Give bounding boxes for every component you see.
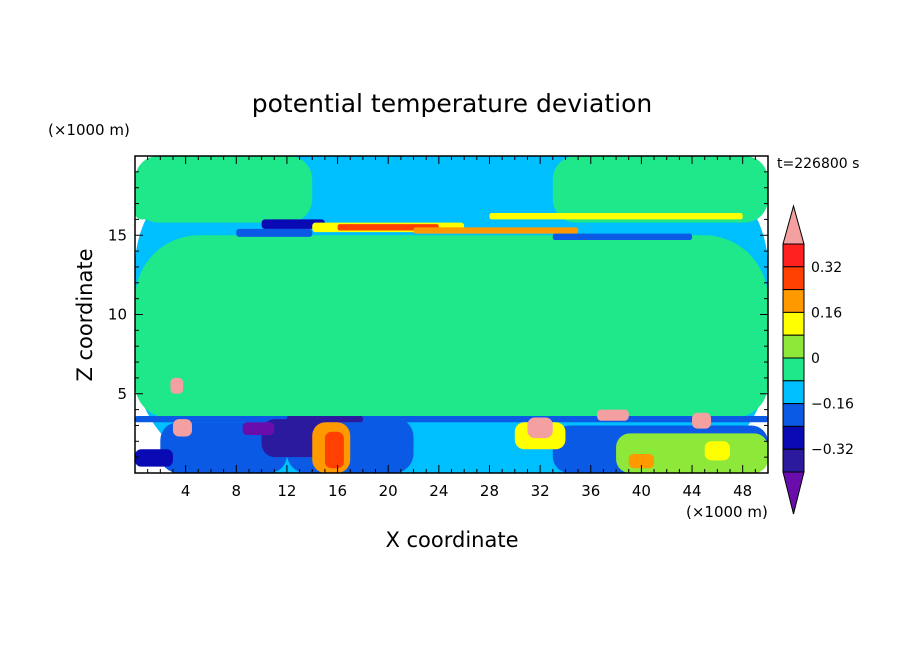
x-tick-labels: 4 8 12 16 20 24 28 32 36 40 44 48 [181, 482, 752, 500]
x-tick-label: 8 [232, 482, 242, 500]
heatmap-region [552, 156, 768, 223]
colorbar-label: 0 [811, 351, 820, 367]
x-tick-label: 44 [682, 482, 701, 500]
y-tick-label: 15 [108, 226, 127, 244]
heatmap-region [552, 233, 693, 241]
x-tick-label: 36 [581, 482, 600, 500]
heatmap-region [242, 422, 275, 435]
heatmap-region [135, 156, 313, 223]
y-tick-label: 10 [108, 306, 127, 324]
y-axis-label: Z coordinate [73, 248, 97, 381]
x-axis-label: X coordinate [385, 528, 518, 552]
heatmap-region [172, 419, 192, 437]
colorbar-label: −0.32 [811, 442, 854, 458]
x-tick-label: 16 [328, 482, 347, 500]
heatmap-region [704, 441, 731, 461]
axis-ticks [135, 156, 768, 473]
colorbar-swatch [782, 425, 805, 450]
colorbar-swatch [782, 380, 805, 405]
x-tick-label: 40 [632, 482, 651, 500]
colorbar-label: 0.16 [811, 305, 842, 321]
colorbar-swatch [782, 311, 805, 336]
colorbar-swatch [782, 403, 805, 427]
time-label: t=226800 s [777, 156, 859, 172]
heatmap-region [135, 195, 154, 220]
y-tick-label: 5 [117, 385, 127, 403]
heatmap-region [135, 449, 173, 467]
x-tick-label: 12 [277, 482, 296, 500]
heatmap-region [692, 412, 712, 429]
colorbar-bottom-arrow [782, 471, 805, 515]
heatmap-region [170, 377, 184, 394]
y-unit-label: (×1000 m) [48, 121, 130, 139]
colorbar-swatch [782, 243, 805, 268]
heatmap-region [261, 219, 325, 229]
heatmap-region [413, 227, 579, 234]
x-tick-label: 20 [379, 482, 398, 500]
heatmap-field [135, 156, 768, 473]
heatmap-region [324, 431, 344, 469]
x-unit-label: (×1000 m) [686, 503, 768, 521]
x-tick-label: 48 [733, 482, 752, 500]
colorbar-swatch [782, 266, 805, 291]
heatmap-region [527, 417, 553, 439]
colorbar-swatch [782, 334, 805, 359]
colorbar-top-arrow [782, 204, 805, 245]
y-tick-labels: 5 10 15 [108, 226, 127, 403]
x-tick-label: 28 [480, 482, 499, 500]
heatmap-region [375, 243, 452, 331]
colorbar-swatch [782, 357, 805, 382]
colorbar-label: 0.32 [811, 260, 842, 276]
heatmap-region [597, 409, 629, 421]
heatmap-region [236, 228, 313, 237]
colorbar-label: −0.16 [811, 397, 854, 413]
colorbar-swatch [782, 289, 805, 313]
chart-title: potential temperature deviation [252, 89, 652, 118]
x-tick-label: 24 [429, 482, 448, 500]
heatmap-region [135, 322, 768, 418]
x-tick-label: 32 [531, 482, 550, 500]
heatmap-region [628, 453, 655, 469]
colorbar: 0.32 0.16 0 −0.16 −0.32 [782, 204, 854, 515]
heatmap-region [286, 415, 363, 423]
heatmap-region [603, 251, 655, 299]
x-tick-label: 4 [181, 482, 191, 500]
heatmap-region [489, 213, 743, 220]
heatmap-region [135, 415, 768, 423]
colorbar-swatch [782, 448, 805, 473]
heatmap-region [337, 224, 439, 231]
